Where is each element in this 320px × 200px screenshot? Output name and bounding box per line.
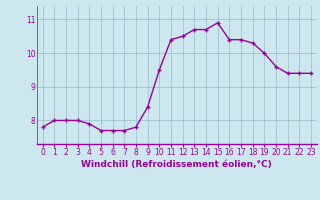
- X-axis label: Windchill (Refroidissement éolien,°C): Windchill (Refroidissement éolien,°C): [81, 160, 272, 169]
